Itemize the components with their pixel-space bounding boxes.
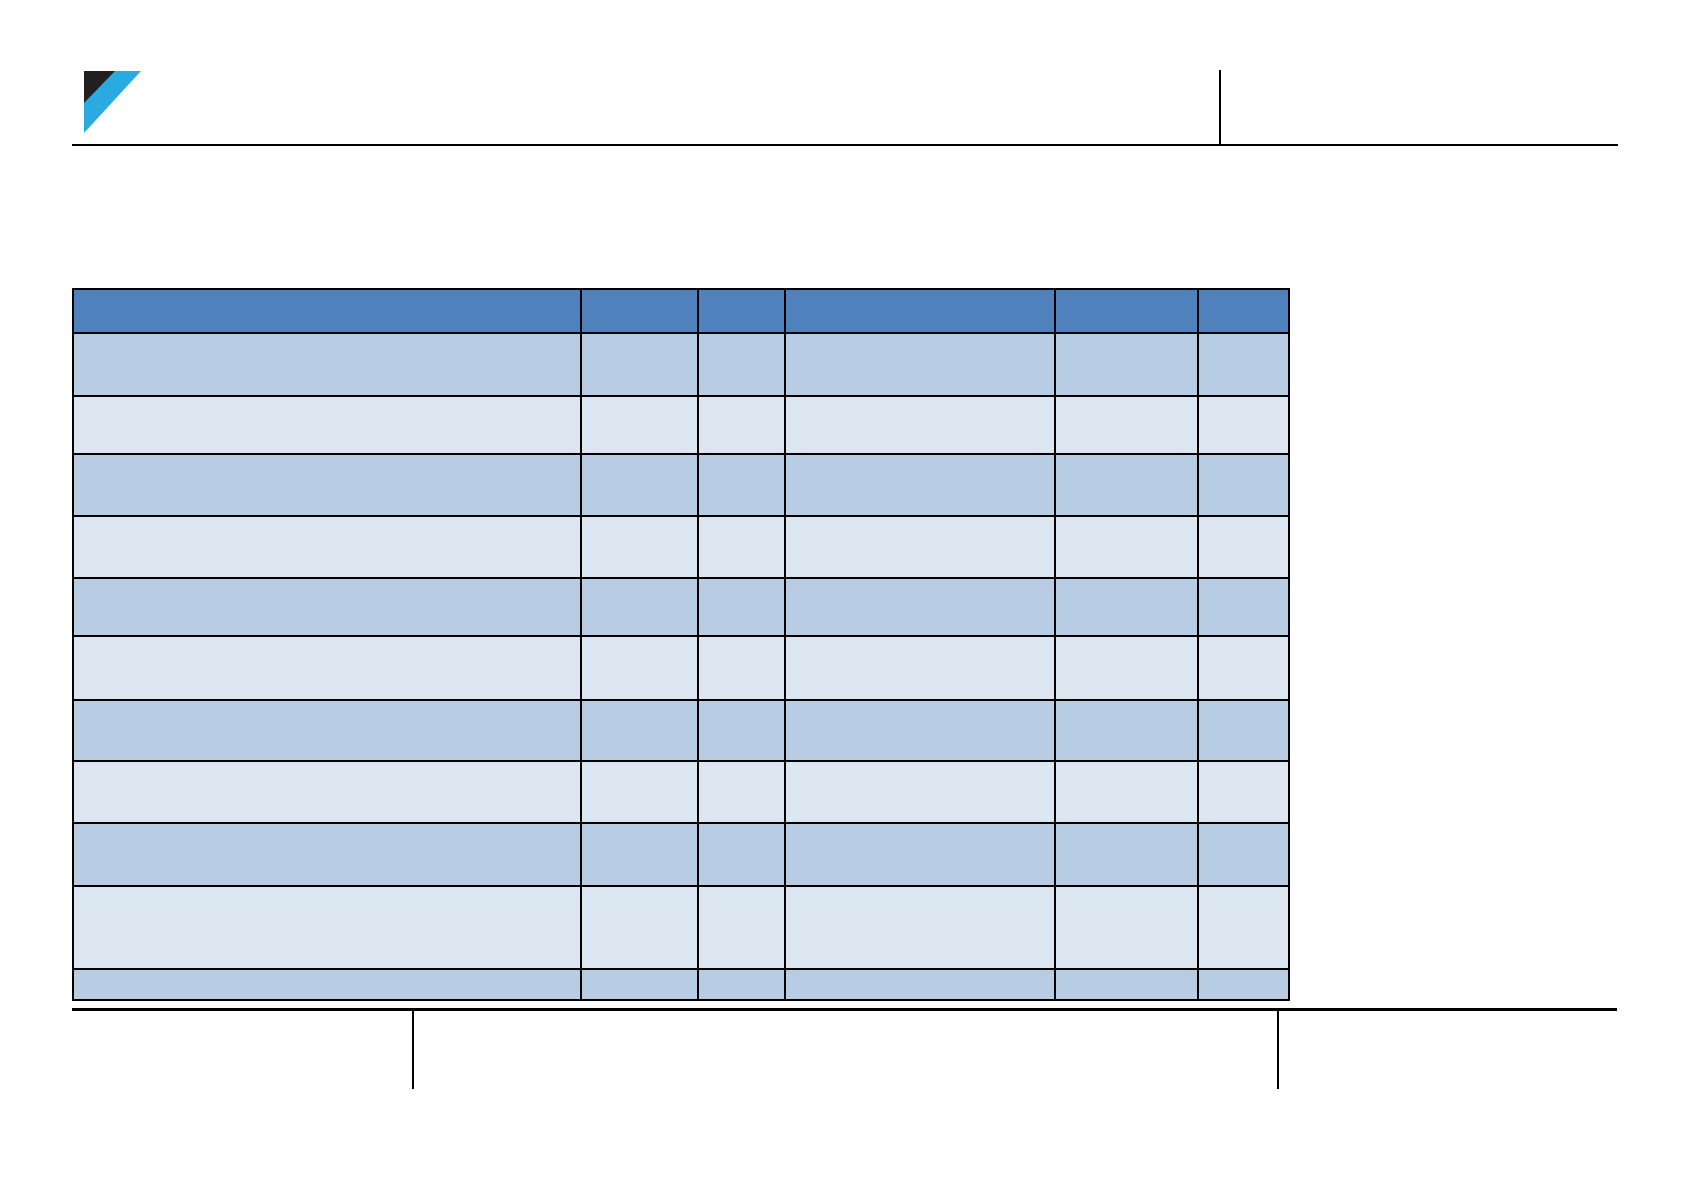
- table-cell: [580, 635, 699, 701]
- table-row: [72, 577, 1290, 637]
- table-row: [72, 822, 1290, 887]
- table-cell: [697, 395, 786, 455]
- table-cell: [72, 760, 582, 824]
- header-divider-line: [1219, 70, 1221, 145]
- table-header-row: [72, 288, 1290, 334]
- table-cell: [72, 885, 582, 970]
- table-row: [72, 760, 1290, 824]
- table-cell: [697, 332, 786, 397]
- table-row: [72, 453, 1290, 517]
- table-cell: [784, 332, 1056, 397]
- table-cell: [1054, 515, 1199, 579]
- table-cell: [72, 453, 582, 517]
- table-row: [72, 395, 1290, 455]
- table-cell: [697, 822, 786, 887]
- table-cell: [1197, 822, 1290, 887]
- table-cell: [784, 885, 1056, 970]
- table-row: [72, 968, 1290, 1001]
- table-cell: [1054, 699, 1199, 762]
- table-cell: [1054, 453, 1199, 517]
- table-cell: [697, 885, 786, 970]
- table-cell: [1197, 395, 1290, 455]
- table-cell: [1054, 332, 1199, 397]
- table-cell: [72, 635, 582, 701]
- table-row: [72, 885, 1290, 970]
- table-cell: [580, 968, 699, 1001]
- table-cell: [580, 760, 699, 824]
- table-cell: [1197, 332, 1290, 397]
- table-cell: [580, 577, 699, 637]
- table-cell: [1054, 395, 1199, 455]
- table-cell: [580, 332, 699, 397]
- table-row: [72, 515, 1290, 579]
- table-cell: [1054, 822, 1199, 887]
- table-cell: [1197, 699, 1290, 762]
- table-cell: [1197, 577, 1290, 637]
- header-cell: [784, 288, 1056, 334]
- table-cell: [580, 699, 699, 762]
- table-cell: [1197, 635, 1290, 701]
- table-cell: [72, 515, 582, 579]
- table-cell: [72, 577, 582, 637]
- table-cell: [1197, 453, 1290, 517]
- table-cell: [1197, 760, 1290, 824]
- table-cell: [1054, 635, 1199, 701]
- table-cell: [784, 699, 1056, 762]
- table-cell: [1197, 515, 1290, 579]
- table-cell: [1197, 968, 1290, 1001]
- table-cell: [697, 968, 786, 1001]
- table-cell: [72, 968, 582, 1001]
- header-cell: [697, 288, 786, 334]
- table-cell: [580, 885, 699, 970]
- header-rule: [72, 144, 1618, 146]
- table-cell: [72, 395, 582, 455]
- table-cell: [784, 635, 1056, 701]
- table-cell: [784, 395, 1056, 455]
- header-cell: [1054, 288, 1199, 334]
- table-cell: [784, 577, 1056, 637]
- table-cell: [784, 822, 1056, 887]
- table-cell: [697, 699, 786, 762]
- header-cell: [1197, 288, 1290, 334]
- footer-rule: [72, 1008, 1617, 1011]
- table-cell: [697, 577, 786, 637]
- table-cell: [72, 822, 582, 887]
- table-cell: [784, 968, 1056, 1001]
- table-cell: [580, 453, 699, 517]
- header-cell: [72, 288, 582, 334]
- table-cell: [580, 515, 699, 579]
- table-cell: [697, 760, 786, 824]
- table-cell: [580, 822, 699, 887]
- footer-divider-left-line: [412, 1011, 414, 1089]
- table-cell: [697, 635, 786, 701]
- table-cell: [1054, 968, 1199, 1001]
- table-cell: [1054, 885, 1199, 970]
- table-row: [72, 635, 1290, 701]
- table-cell: [697, 515, 786, 579]
- table-cell: [1054, 760, 1199, 824]
- footer-divider-right-line: [1277, 1011, 1279, 1089]
- corner-wedge-logo-icon: [84, 71, 141, 133]
- header-cell: [580, 288, 699, 334]
- table-cell: [697, 453, 786, 517]
- table-cell: [1054, 577, 1199, 637]
- table-cell: [72, 332, 582, 397]
- table-cell: [580, 395, 699, 455]
- blank-form-table: [72, 288, 1290, 1001]
- table-row: [72, 699, 1290, 762]
- table-cell: [784, 453, 1056, 517]
- table-body: [72, 332, 1290, 1001]
- table-cell: [784, 760, 1056, 824]
- table-row: [72, 332, 1290, 397]
- table-cell: [72, 699, 582, 762]
- table-cell: [784, 515, 1056, 579]
- table-cell: [1197, 885, 1290, 970]
